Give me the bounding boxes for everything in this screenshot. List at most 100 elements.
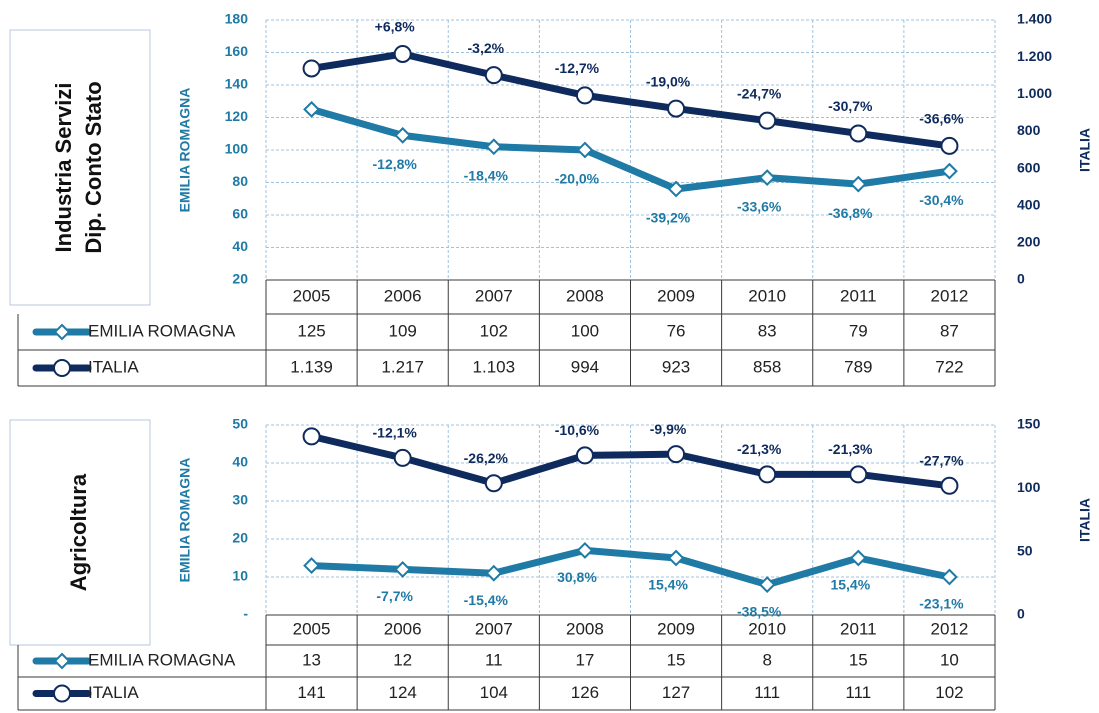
legend-label: EMILIA ROMAGNA (88, 321, 236, 340)
y2-tick-label: 1.400 (1017, 11, 1052, 27)
table-value: 11 (485, 650, 503, 669)
legend-label: ITALIA (88, 683, 139, 702)
change-label: -21,3% (737, 441, 782, 457)
change-label: -12,1% (373, 425, 418, 441)
y-tick-label: 20 (232, 271, 248, 287)
y-tick-label: 40 (232, 454, 248, 470)
x-tick-label: 2005 (293, 619, 331, 638)
table-value: 1.139 (290, 357, 333, 376)
data-point (849, 465, 868, 484)
y2-axis-title: ITALIA (1077, 128, 1093, 172)
change-label: -12,7% (555, 60, 600, 76)
series-line (310, 106, 950, 193)
change-label: -9,9% (650, 421, 687, 437)
table-value: 15 (667, 650, 686, 669)
table-value: 10 (940, 650, 959, 669)
change-label: -15,4% (464, 592, 509, 608)
table-value: 83 (758, 321, 777, 340)
data-point (302, 59, 321, 78)
y-axis-title: EMILIA ROMAGNA (177, 88, 193, 213)
x-tick-label: 2011 (840, 286, 877, 305)
change-label: -20,0% (555, 171, 600, 187)
x-tick-label: 2009 (657, 619, 695, 638)
table-value: 127 (662, 683, 690, 702)
x-tick-label: 2012 (931, 286, 969, 305)
y2-tick-label: 800 (1017, 122, 1041, 138)
change-label: -26,2% (464, 450, 509, 466)
y2-tick-label: 0 (1017, 606, 1025, 622)
data-point (849, 549, 867, 567)
x-tick-label: 2005 (293, 286, 331, 305)
data-point (667, 99, 686, 118)
y2-tick-label: 600 (1017, 159, 1041, 175)
y-tick-label: 20 (232, 530, 248, 546)
data-point (393, 448, 412, 467)
change-label: 30,8% (557, 569, 597, 585)
table-value: 1.217 (381, 357, 424, 376)
y-tick-label: 50 (232, 416, 248, 432)
change-label: -7,7% (376, 588, 413, 604)
change-label: 15,4% (830, 577, 870, 593)
panel-label: Dip. Conto Stato (81, 81, 106, 253)
series-line (310, 432, 950, 490)
y-tick-label: 100 (225, 141, 249, 157)
x-tick-label: 2012 (931, 619, 969, 638)
data-point (485, 564, 503, 582)
data-point (940, 136, 959, 155)
table-value: 15 (849, 650, 868, 669)
data-point (576, 541, 594, 559)
data-point (394, 126, 412, 144)
data-point (484, 474, 503, 493)
data-point (758, 465, 777, 484)
data-point (758, 169, 776, 187)
data-point (394, 560, 412, 578)
table-value: 100 (571, 321, 599, 340)
change-label: 15,4% (648, 577, 688, 593)
table-value: 12 (393, 650, 412, 669)
y2-tick-label: 200 (1017, 234, 1041, 250)
panel-box (9, 419, 151, 646)
table-value: 994 (571, 357, 599, 376)
data-point (575, 86, 594, 105)
y-tick-label: - (243, 606, 248, 622)
data-point (484, 66, 503, 85)
change-label: -18,4% (464, 167, 509, 183)
y2-tick-label: 150 (1017, 416, 1041, 432)
change-label: -23,1% (919, 596, 964, 612)
y-tick-label: 30 (232, 492, 248, 508)
legend-label: EMILIA ROMAGNA (88, 650, 236, 669)
change-label: -27,7% (919, 453, 964, 469)
y-tick-label: 80 (232, 173, 248, 189)
table-value: 8 (762, 650, 771, 669)
y-tick-label: 120 (225, 108, 249, 124)
x-tick-label: 2009 (657, 286, 695, 305)
table-value: 125 (297, 321, 325, 340)
x-tick-label: 2011 (840, 619, 877, 638)
data-point (849, 175, 867, 193)
data-point (849, 124, 868, 143)
change-label: -36,6% (919, 111, 964, 127)
table-value: 126 (571, 683, 599, 702)
table-value: 111 (754, 683, 780, 702)
data-point (941, 568, 958, 586)
data-point (758, 576, 776, 594)
legend-marker (53, 323, 71, 341)
y-tick-label: 60 (232, 206, 248, 222)
y2-axis-title: ITALIA (1077, 498, 1093, 542)
y2-tick-label: 0 (1017, 271, 1025, 287)
y-tick-label: 160 (225, 43, 249, 59)
table-value: 858 (753, 357, 781, 376)
y-tick-label: 10 (232, 568, 248, 584)
table-value: 1.103 (473, 357, 516, 376)
table-value: 13 (302, 650, 321, 669)
change-label: -21,3% (828, 441, 873, 457)
change-label: -36,8% (828, 205, 873, 221)
change-label: -38,5% (737, 603, 782, 619)
panel-label: Agricoltura (66, 473, 91, 591)
data-point (941, 162, 958, 180)
table-value: 76 (667, 321, 686, 340)
x-tick-label: 2008 (566, 286, 604, 305)
table-value: 79 (849, 321, 868, 340)
legend-marker (53, 684, 71, 703)
